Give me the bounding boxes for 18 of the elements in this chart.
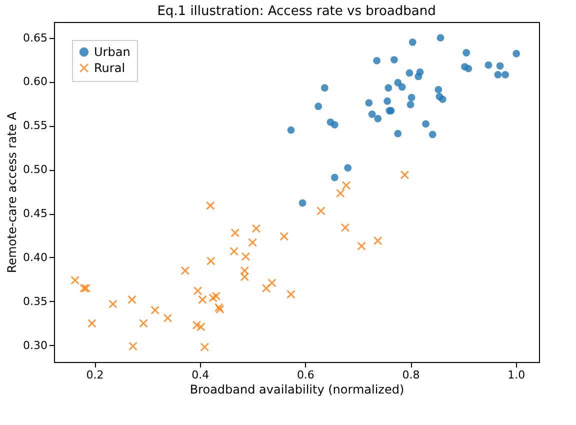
x-tick-label: 0.8 [402, 368, 420, 382]
legend-label: Urban [94, 45, 130, 59]
x-axis-title: Broadband availability (normalized) [190, 382, 404, 396]
x-tick-label: 1.0 [508, 368, 526, 382]
y-axis-title: Remote-care access rate A [5, 111, 20, 274]
x-tick-label: 0.6 [296, 368, 314, 382]
x-tick-label: 0.2 [86, 368, 104, 382]
y-tick-label: 0.40 [23, 250, 48, 264]
y-tick-label: 0.55 [23, 119, 48, 132]
chart-title: Eq.1 illustration: Access rate vs broadband [157, 4, 436, 19]
legend-label: Rural [94, 61, 126, 75]
y-tick-label: 0.35 [23, 294, 48, 308]
x-tick-label: 0.4 [192, 368, 210, 382]
y-tick-label: 0.30 [23, 338, 48, 352]
y-tick-label: 0.50 [23, 163, 48, 176]
y-tick-label: 0.45 [23, 207, 48, 220]
y-tick-label: 0.65 [23, 31, 48, 44]
y-tick-label: 0.60 [23, 75, 48, 88]
